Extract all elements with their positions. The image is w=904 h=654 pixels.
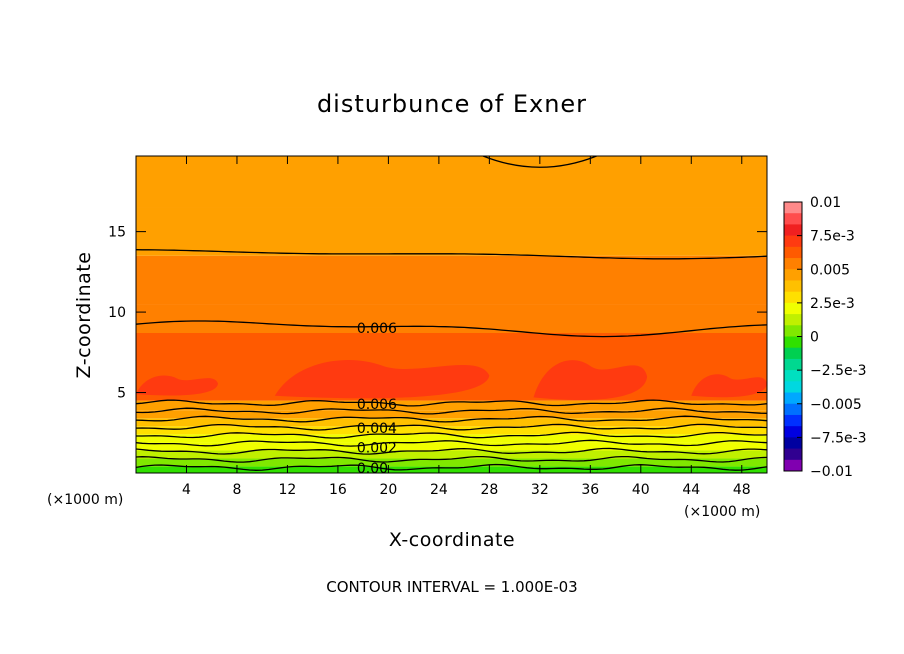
colorbar-swatch — [784, 269, 802, 281]
contour-band — [136, 410, 767, 419]
colorbar-swatch — [784, 213, 802, 225]
colorbar-label: −2.5e-3 — [810, 363, 867, 379]
colorbar-swatch — [784, 235, 802, 248]
x-tick-label: 48 — [733, 482, 751, 498]
contour-line — [136, 455, 767, 463]
contour-line — [482, 156, 597, 168]
high-value-patch — [136, 375, 219, 396]
contour-line — [136, 423, 767, 431]
colorbar-swatch — [784, 392, 802, 405]
contour-band — [136, 466, 767, 473]
colorbar-swatch — [784, 426, 802, 438]
colorbar-swatch — [784, 459, 802, 472]
colorbar-swatch — [784, 258, 802, 270]
x-tick-label: 8 — [232, 482, 241, 498]
y-axis-label: Z-coordinate — [73, 252, 95, 379]
contour-band — [136, 400, 767, 411]
colorbar-swatch — [784, 336, 802, 349]
plot-area — [136, 156, 767, 473]
contour-band — [136, 442, 767, 451]
contour-label: 0.006 — [357, 397, 397, 413]
colorbar-label: −0.01 — [810, 464, 853, 480]
contour-line — [136, 447, 767, 455]
high-value-patch — [533, 360, 648, 401]
colorbar-swatch — [784, 202, 802, 214]
y-tick-label: 15 — [108, 225, 126, 241]
colorbar-swatch — [784, 347, 802, 360]
colorbar-swatch — [784, 246, 802, 259]
contour-band — [136, 434, 767, 443]
colorbar-swatch — [784, 381, 802, 394]
y-tick-label: 10 — [108, 305, 126, 321]
contour-band — [136, 450, 767, 459]
contour-line — [136, 249, 767, 260]
contour-band — [136, 255, 767, 305]
contour-line — [136, 439, 767, 447]
contour-band — [136, 207, 767, 256]
contour-band — [136, 458, 767, 467]
contour-label: 0.00 — [357, 461, 388, 477]
contour-line — [136, 407, 767, 415]
y-tick-label: 5 — [117, 386, 126, 402]
x-tick-label: 12 — [279, 482, 297, 498]
colorbar-swatch — [784, 314, 802, 326]
x-tick-label: 32 — [531, 482, 549, 498]
colorbar-label: 0 — [810, 330, 819, 346]
colorbar-label: 0.005 — [810, 262, 850, 278]
colorbar-label: 0.01 — [810, 195, 841, 211]
x-tick-label: 4 — [182, 482, 191, 498]
x-tick-label: 16 — [329, 482, 347, 498]
colorbar-label: 2.5e-3 — [810, 296, 855, 312]
contour-band — [136, 304, 767, 334]
contour-line — [136, 463, 767, 471]
x-tick-label: 28 — [480, 482, 498, 498]
colorbar-swatch — [784, 224, 802, 237]
contour-band — [136, 156, 767, 208]
colorbar-swatch — [784, 358, 802, 371]
contour-line — [136, 415, 767, 423]
x-tick-label: 44 — [682, 482, 700, 498]
colorbar-swatch — [784, 437, 802, 450]
x-tick-label: 20 — [379, 482, 397, 498]
colorbar-swatch — [784, 448, 802, 461]
colorbar-label: 7.5e-3 — [810, 229, 855, 245]
high-value-patch — [274, 359, 490, 399]
colorbar-label: −7.5e-3 — [810, 430, 867, 446]
contour-band — [136, 426, 767, 435]
colorbar-swatch — [784, 291, 802, 304]
chart-title: disturbunce of Exner — [317, 90, 587, 118]
contour-line — [136, 431, 767, 439]
colorbar-swatch — [784, 403, 802, 416]
colorbar-swatch — [784, 414, 802, 427]
high-value-patch — [691, 374, 767, 398]
colorbar: 0.01 7.5e-3 0.005 2.5e-3 0 −2.5e-3 −0.005 −7.5e… — [783, 195, 867, 480]
contour-interval-note: CONTOUR INTERVAL = 1.000E-03 — [326, 578, 577, 596]
colorbar-swatch — [784, 325, 802, 337]
colorbar-swatch — [784, 280, 802, 293]
x-unit-label: (×1000 m) — [684, 504, 760, 520]
x-tick-label: 36 — [581, 482, 599, 498]
x-tick-label: 40 — [632, 482, 650, 498]
x-axis-label: X-coordinate — [389, 529, 515, 551]
colorbar-swatch — [784, 302, 802, 315]
plot-frame — [135, 155, 768, 474]
contour-label: 0.004 — [357, 421, 397, 437]
contour-label: 0.002 — [357, 440, 397, 456]
y-unit-label: (×1000 m) — [47, 492, 123, 508]
contour-label: 0.006 — [357, 321, 397, 337]
colorbar-label: −0.005 — [810, 397, 862, 413]
x-tick-label: 24 — [430, 482, 448, 498]
contour-line — [136, 320, 767, 338]
contour-line — [136, 399, 767, 407]
colorbar-swatch — [784, 370, 802, 382]
